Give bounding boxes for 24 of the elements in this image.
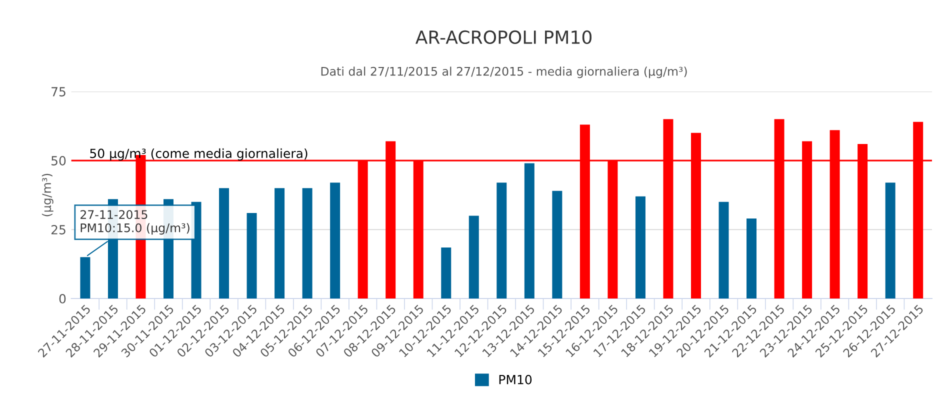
y-tick-label: 50 [52,156,66,166]
annotation: 27-11-2015 PM10:15.0 (µg/m³) [80,210,190,235]
y-tick-label: 0 [59,294,66,304]
bar [746,218,757,298]
bar [330,182,340,298]
legend-label: PM10 [499,374,532,384]
chart-title: AR-ACROPOLI PM10 [415,30,592,44]
bar [468,216,479,298]
bar [524,163,534,298]
y-tick-label: 75 [52,87,66,96]
bar [718,202,729,298]
ref-line-label: 50 µg/m³ (come media giornaliera) [90,148,308,161]
bar [552,190,562,298]
bar [885,182,896,298]
chart-subtitle: Dati dal 27/11/2015 al 27/12/2015 - media giornaliera (µg/m³) [321,66,687,78]
bar [246,212,257,298]
bar [302,188,312,298]
y-axis-title: (µg/m³) [42,174,54,216]
bar [496,182,507,298]
bar [274,188,285,298]
bar [219,188,230,298]
bar [635,196,646,298]
y-tick-label: 25 [51,224,66,234]
bar [441,247,452,298]
